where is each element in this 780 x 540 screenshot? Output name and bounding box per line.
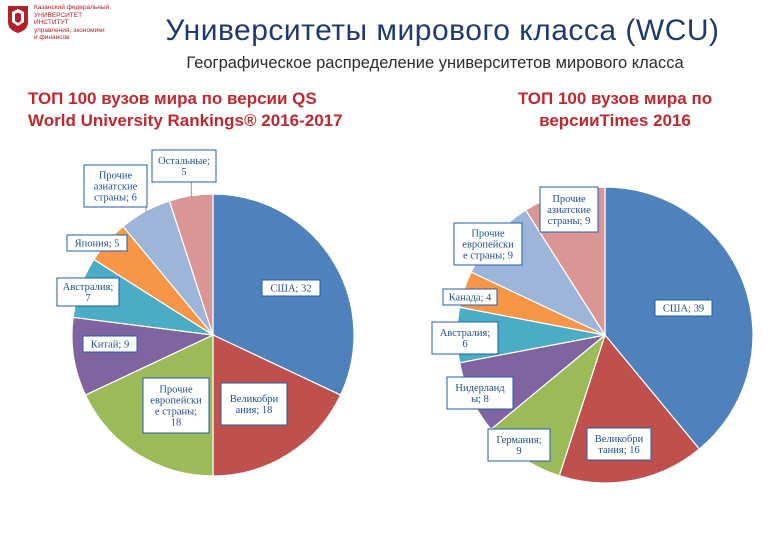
data-label-0-2: Прочие европейски е страны; 18 <box>142 377 210 434</box>
data-label-0-7: Остальные; 5 <box>151 149 217 183</box>
data-label-0-6: Прочие азиатские страны; 6 <box>83 164 148 208</box>
page-subtitle: Географическое распределение университет… <box>186 54 684 72</box>
svg-text:Канада; 4: Канада; 4 <box>449 293 492 304</box>
logo-text: Казанский федеральный УНИВЕРСИТЕТ ИНСТИТ… <box>34 4 110 41</box>
institute-logo: Казанский федеральный УНИВЕРСИТЕТ ИНСТИТ… <box>6 4 146 64</box>
svg-text:Остальные;5: Остальные; 5 <box>158 156 210 178</box>
pie-slice-1-0 <box>604 186 754 450</box>
svg-text:США; 32: США; 32 <box>270 284 311 295</box>
svg-text:Австралия;6: Австралия; 6 <box>440 328 491 350</box>
data-label-0-5: Япония; 5 <box>66 234 128 252</box>
data-label-0-1: Великобри ания; 18 <box>220 382 288 426</box>
data-label-1-0: США; 39 <box>654 299 713 317</box>
svg-text:Япония; 5: Япония; 5 <box>75 239 120 250</box>
data-label-1-6: Прочие европейски е страны; 9 <box>453 222 523 266</box>
page-title: Университеты мирового класса (WCU) <box>165 14 720 47</box>
svg-text:Австралия;7: Австралия; 7 <box>63 282 114 304</box>
data-label-1-2: Германия; 9 <box>487 428 551 462</box>
data-label-1-5: Канада; 4 <box>442 288 498 306</box>
data-label-0-4: Австралия; 7 <box>56 277 120 307</box>
svg-text:США; 39: США; 39 <box>663 304 704 315</box>
kfu-emblem-icon <box>8 6 28 33</box>
chart-title-times: ТОП 100 вузов мира по версииTimes 2016 <box>517 89 713 130</box>
data-label-1-3: Нидерланд ы; 8 <box>446 376 514 410</box>
data-label-0-0: США; 32 <box>261 279 321 297</box>
data-label-1-7: Прочие азиатские страны; 9 <box>539 186 599 233</box>
data-label-1-4: Австралия; 6 <box>431 321 499 355</box>
data-label-1-1: Великобри тания; 16 <box>586 427 652 461</box>
data-label-0-3: Китай; 9 <box>82 335 138 353</box>
svg-text:Китай; 9: Китай; 9 <box>91 340 129 351</box>
chart-title-qs: ТОП 100 вузов мира по версии QS World Uni… <box>28 89 343 130</box>
svg-text:Германия;9: Германия; 9 <box>496 435 541 457</box>
